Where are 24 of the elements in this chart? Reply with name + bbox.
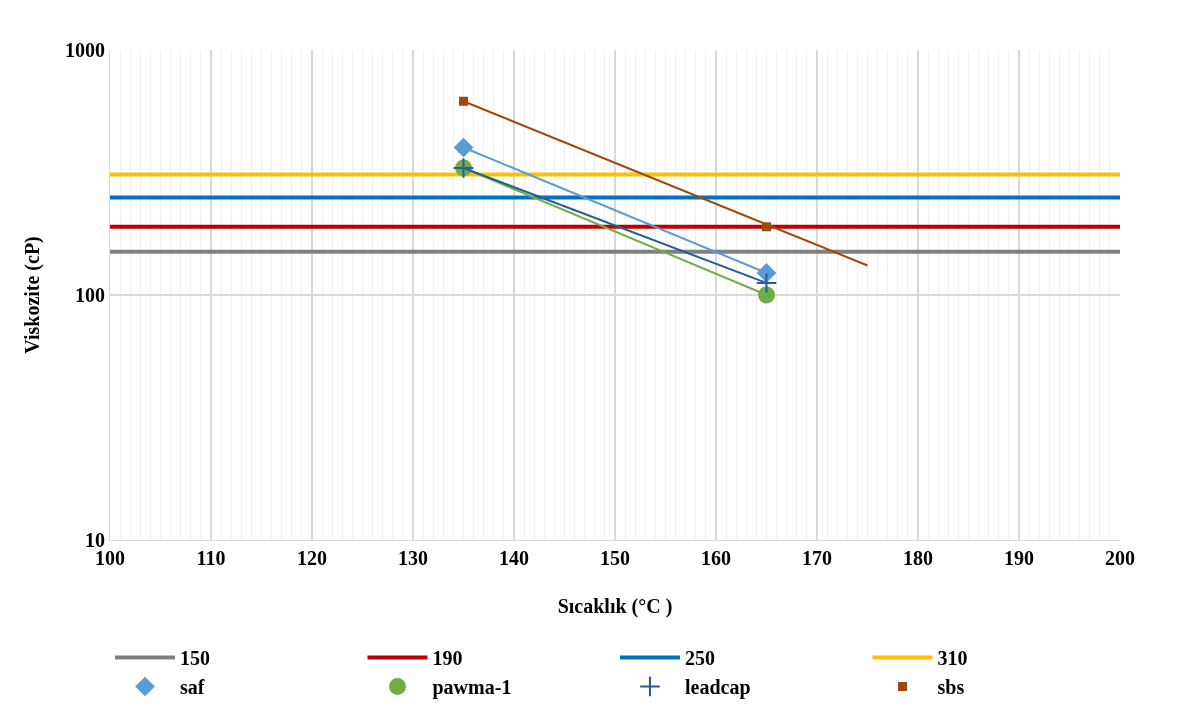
legend-label: pawma-1	[432, 676, 512, 700]
legend-label: saf	[180, 676, 205, 699]
legend-label: 190	[432, 647, 463, 670]
x-tick-label: 110	[196, 547, 226, 569]
x-tick-label: 150	[600, 547, 630, 569]
x-tick-label: 180	[903, 547, 933, 569]
x-tick-label: 190	[1004, 547, 1034, 569]
legend-label: 250	[685, 647, 715, 670]
legend-label: leadcap	[685, 676, 751, 700]
x-axis-title: Sıcaklık (°C )	[557, 594, 673, 618]
x-tick-label: 120	[297, 547, 327, 569]
x-tick-label: 140	[499, 547, 529, 569]
legend-label: sbs	[937, 676, 965, 699]
legend-label: 150	[180, 647, 210, 670]
x-tick-label: 160	[701, 547, 731, 569]
x-tick-label: 130	[398, 547, 428, 569]
point	[459, 96, 468, 106]
x-tick-label: 200	[1105, 547, 1135, 569]
point	[755, 272, 778, 294]
y-tick-label: 1000	[65, 39, 105, 61]
legend-label: 310	[937, 647, 968, 670]
x-tick-label: 170	[802, 547, 832, 569]
y-axis-title: Viskozite (cP)	[20, 236, 44, 354]
y-tick-label: 100	[75, 284, 105, 306]
